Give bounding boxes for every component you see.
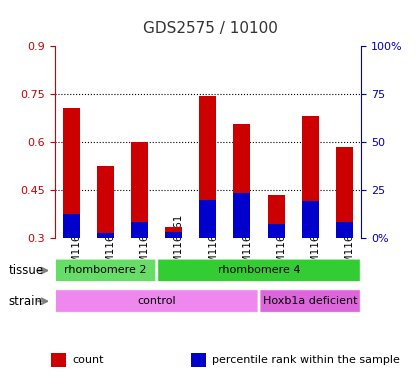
Bar [200, 96, 216, 238]
Bar [97, 233, 114, 238]
Bar [131, 142, 148, 238]
Text: percentile rank within the sample: percentile rank within the sample [212, 355, 400, 365]
Bar [234, 193, 250, 238]
Bar [268, 195, 285, 238]
FancyBboxPatch shape [55, 259, 156, 281]
Bar [191, 353, 206, 367]
Text: tissue: tissue [8, 264, 44, 277]
FancyBboxPatch shape [55, 290, 258, 312]
Bar [165, 232, 182, 238]
Bar [200, 200, 216, 238]
Bar [51, 353, 66, 367]
Bar [165, 227, 182, 238]
Bar [302, 116, 319, 238]
Bar [302, 201, 319, 238]
Bar [336, 222, 353, 238]
Bar [234, 124, 250, 238]
Bar [97, 166, 114, 238]
Bar [63, 109, 80, 238]
Text: control: control [137, 296, 176, 306]
FancyBboxPatch shape [260, 290, 360, 312]
Bar [63, 214, 80, 238]
Text: rhombomere 2: rhombomere 2 [64, 265, 147, 275]
Text: rhombomere 4: rhombomere 4 [218, 265, 300, 275]
Text: count: count [72, 355, 104, 365]
Text: strain: strain [8, 295, 42, 308]
Text: GDS2575 / 10100: GDS2575 / 10100 [142, 21, 278, 36]
FancyBboxPatch shape [158, 259, 360, 281]
Bar [131, 222, 148, 238]
Bar [268, 223, 285, 238]
Text: Hoxb1a deficient: Hoxb1a deficient [263, 296, 357, 306]
Bar [336, 147, 353, 238]
